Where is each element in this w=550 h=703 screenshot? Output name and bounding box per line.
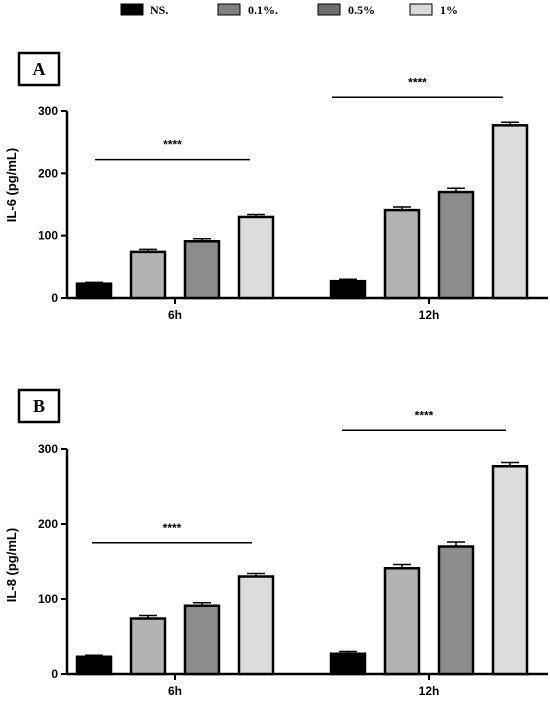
panel-b-box <box>17 388 61 424</box>
bar <box>437 190 475 300</box>
legend-label-1: 1% <box>440 3 458 17</box>
bar <box>329 279 367 300</box>
significance-label: **** <box>415 408 434 422</box>
x-category-label: 12h <box>419 308 440 322</box>
bar <box>491 124 529 300</box>
y-tick-label: 200 <box>38 517 58 531</box>
y-axis-label: IL-6 (pg/mL) <box>4 148 19 222</box>
significance-label: **** <box>408 75 427 89</box>
legend-swatch-0-1 <box>217 3 241 16</box>
y-tick-label: 100 <box>38 592 58 606</box>
panel-b-label: B <box>17 388 61 424</box>
bar <box>75 282 113 300</box>
bar <box>129 617 167 676</box>
bar <box>383 208 421 300</box>
y-tick-label: 300 <box>38 104 58 118</box>
legend-swatch-0-5 <box>317 3 341 16</box>
y-tick-label: 0 <box>51 291 58 305</box>
bar <box>329 652 367 676</box>
panel-a-box <box>17 51 61 87</box>
bar <box>237 215 275 300</box>
bar <box>183 240 221 300</box>
y-tick-label: 300 <box>38 442 58 456</box>
legend-label-0-1: 0.1%. <box>248 3 278 17</box>
bar <box>491 465 529 676</box>
y-tick-label: 0 <box>51 667 58 681</box>
chart-b: 0 100 200 300 IL-8 (pg/mL) 6h 12h **** **** <box>4 408 548 698</box>
bar <box>383 567 421 676</box>
y-tick-label: 200 <box>38 166 58 180</box>
panel-b-letter: B <box>33 396 45 416</box>
legend-swatch-ns <box>120 3 144 16</box>
legend-label-ns: NS. <box>150 3 168 17</box>
significance-label: **** <box>163 138 182 152</box>
legend-swatch-1 <box>409 3 433 16</box>
bar <box>75 655 113 676</box>
legend: NS. 0.1%. 0.5% 1% <box>120 3 458 17</box>
x-category-label: 6h <box>168 308 182 322</box>
y-axis-label: IL-8 (pg/mL) <box>4 528 19 602</box>
x-category-label: 6h <box>168 684 182 698</box>
panel-a-letter: A <box>33 59 46 79</box>
chart-a: 0 100 200 300 IL-6 (pg/mL) 6h 12h **** **** <box>4 75 548 322</box>
bar <box>437 545 475 676</box>
significance-label: **** <box>163 521 182 535</box>
legend-label-0-5: 0.5% <box>348 3 375 17</box>
bar <box>183 604 221 676</box>
panel-a-label: A <box>17 51 61 87</box>
bar <box>237 575 275 676</box>
x-category-label: 12h <box>419 684 440 698</box>
y-tick-label: 100 <box>38 229 58 243</box>
bar <box>129 250 167 300</box>
